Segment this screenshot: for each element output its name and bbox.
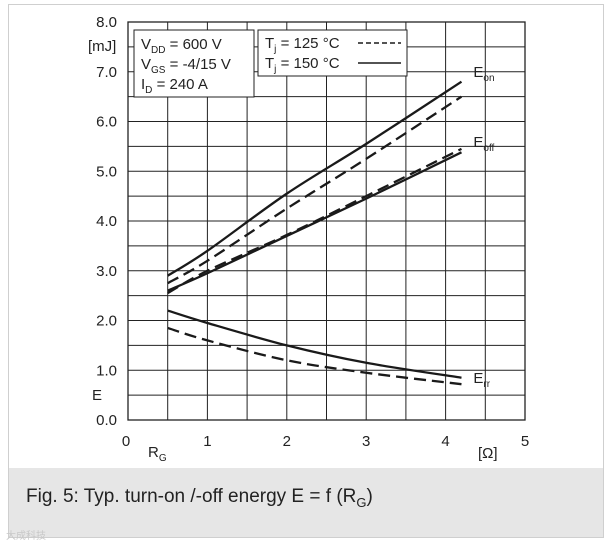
grid: [128, 22, 525, 420]
y-tick-label: 6.0: [96, 114, 117, 131]
condition-vdd: VDD = 600 V: [141, 36, 222, 56]
caption-close: ): [366, 486, 373, 507]
y-tick-label: 3.0: [96, 263, 117, 280]
y-tick-label: 0.0: [96, 412, 117, 429]
x-tick-label: 0: [122, 433, 130, 450]
x-tick-label: 1: [203, 433, 211, 450]
y-tick-label: 4.0: [96, 213, 117, 230]
y-tick-label: 7.0: [96, 64, 117, 81]
x-tick-label: 3: [362, 433, 370, 450]
conditions-box: [133, 29, 255, 98]
curve-err-dashed: [167, 326, 462, 386]
x-tick-label: 5: [521, 433, 529, 450]
y-tick-label: 8.0: [96, 14, 117, 31]
y-tick-labels: 0.0 1.0 2.0 3.0 4.0 5.0 6.0 7.0 8.0: [96, 14, 117, 429]
caption-sub: G: [356, 494, 367, 510]
x-tick-labels: 0 1 2 3 4 5: [122, 433, 529, 450]
y-tick-label: 2.0: [96, 313, 117, 330]
curve-label-rr: Err: [473, 370, 490, 390]
legend: Tj = 125 °C Tj = 150 °C: [265, 35, 401, 75]
y-var-label: E: [92, 387, 102, 404]
curve-eon-solid: [167, 80, 463, 277]
legend-box: [257, 29, 408, 77]
x-tick-label: 4: [441, 433, 449, 450]
curve-label-off: Eoff: [473, 134, 494, 154]
caption-band: [9, 468, 603, 537]
curve-label-on: Eon: [473, 64, 494, 84]
legend-entry-150: Tj = 150 °C: [265, 55, 340, 75]
curve-eoff-dashed: [167, 147, 462, 295]
conditions: VDD = 600 V VGS = -4/15 V ID = 240 A: [141, 36, 231, 96]
x-var-main: R: [148, 444, 159, 461]
figure-caption: Fig. 5: Typ. turn-on /-off energy E = f …: [26, 486, 373, 510]
x-unit-label: [Ω]: [478, 445, 498, 462]
x-var-label: RG: [148, 444, 167, 464]
y-tick-label: 1.0: [96, 362, 117, 379]
curves: [167, 80, 463, 386]
y-unit-label: [mJ]: [88, 38, 116, 55]
y-tick-label: 5.0: [96, 163, 117, 180]
legend-entry-125: Tj = 125 °C: [265, 35, 340, 55]
condition-vgs: VGS = -4/15 V: [141, 56, 231, 76]
watermark: 大成科技: [6, 531, 46, 542]
x-tick-label: 2: [283, 433, 291, 450]
condition-id: ID = 240 A: [141, 76, 208, 96]
curve-labels: Eon Eoff Err: [473, 64, 494, 390]
curve-err-solid: [167, 309, 462, 379]
caption-text: Fig. 5: Typ. turn-on /-off energy E = f …: [26, 486, 357, 507]
x-var-sub: G: [159, 453, 167, 464]
curve-eon-dashed: [167, 95, 463, 285]
plot-border: [127, 21, 526, 421]
